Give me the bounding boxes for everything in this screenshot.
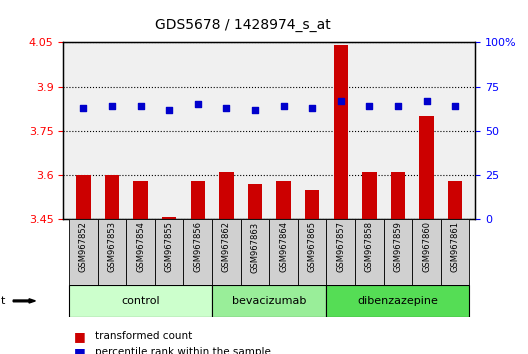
Bar <box>134 181 148 219</box>
Text: GSM967864: GSM967864 <box>279 222 288 273</box>
Point <box>308 105 316 111</box>
Point <box>422 98 431 104</box>
Bar <box>76 175 90 219</box>
Point <box>222 105 231 111</box>
Bar <box>248 184 262 219</box>
Bar <box>326 285 469 317</box>
Bar <box>184 219 212 285</box>
Bar <box>69 219 98 285</box>
Text: transformed count: transformed count <box>95 331 192 341</box>
Text: GSM967856: GSM967856 <box>193 222 202 273</box>
Bar <box>69 285 212 317</box>
Bar <box>162 217 176 219</box>
Text: GSM967859: GSM967859 <box>393 222 402 272</box>
Point <box>336 98 345 104</box>
Bar <box>98 219 126 285</box>
Point <box>194 102 202 107</box>
Point <box>79 105 88 111</box>
Text: GSM967863: GSM967863 <box>250 222 259 273</box>
Bar <box>305 190 319 219</box>
Bar <box>155 219 184 285</box>
Bar <box>241 219 269 285</box>
Point <box>365 103 374 109</box>
Text: ■: ■ <box>74 330 86 343</box>
Text: bevacizumab: bevacizumab <box>232 296 306 306</box>
Text: control: control <box>121 296 160 306</box>
Text: GSM967860: GSM967860 <box>422 222 431 273</box>
Bar <box>334 45 348 219</box>
Bar <box>448 181 463 219</box>
Text: GSM967862: GSM967862 <box>222 222 231 273</box>
Bar <box>326 219 355 285</box>
Bar <box>355 219 384 285</box>
Bar <box>412 219 441 285</box>
Text: GSM967865: GSM967865 <box>308 222 317 273</box>
Text: GDS5678 / 1428974_s_at: GDS5678 / 1428974_s_at <box>155 18 331 32</box>
Bar <box>277 181 291 219</box>
Point <box>279 103 288 109</box>
Bar <box>191 181 205 219</box>
Text: GSM967854: GSM967854 <box>136 222 145 272</box>
Point <box>165 107 173 113</box>
Bar <box>212 219 241 285</box>
Bar <box>441 219 469 285</box>
Point <box>108 103 116 109</box>
Bar <box>126 219 155 285</box>
Text: GSM967858: GSM967858 <box>365 222 374 273</box>
Text: dibenzazepine: dibenzazepine <box>357 296 438 306</box>
Bar <box>419 116 433 219</box>
Bar <box>384 219 412 285</box>
Text: GSM967861: GSM967861 <box>451 222 460 273</box>
Bar <box>391 172 405 219</box>
Text: percentile rank within the sample: percentile rank within the sample <box>95 347 271 354</box>
Point <box>251 107 259 113</box>
Point <box>451 103 459 109</box>
Bar <box>212 285 326 317</box>
Bar <box>219 172 233 219</box>
Bar <box>269 219 298 285</box>
Bar <box>105 175 119 219</box>
Point <box>136 103 145 109</box>
Text: GSM967852: GSM967852 <box>79 222 88 272</box>
Text: ■: ■ <box>74 346 86 354</box>
Text: agent: agent <box>0 296 5 306</box>
Bar <box>298 219 326 285</box>
Text: GSM967853: GSM967853 <box>108 222 117 273</box>
Bar <box>362 172 376 219</box>
Text: GSM967857: GSM967857 <box>336 222 345 273</box>
Point <box>394 103 402 109</box>
Text: GSM967855: GSM967855 <box>165 222 174 272</box>
